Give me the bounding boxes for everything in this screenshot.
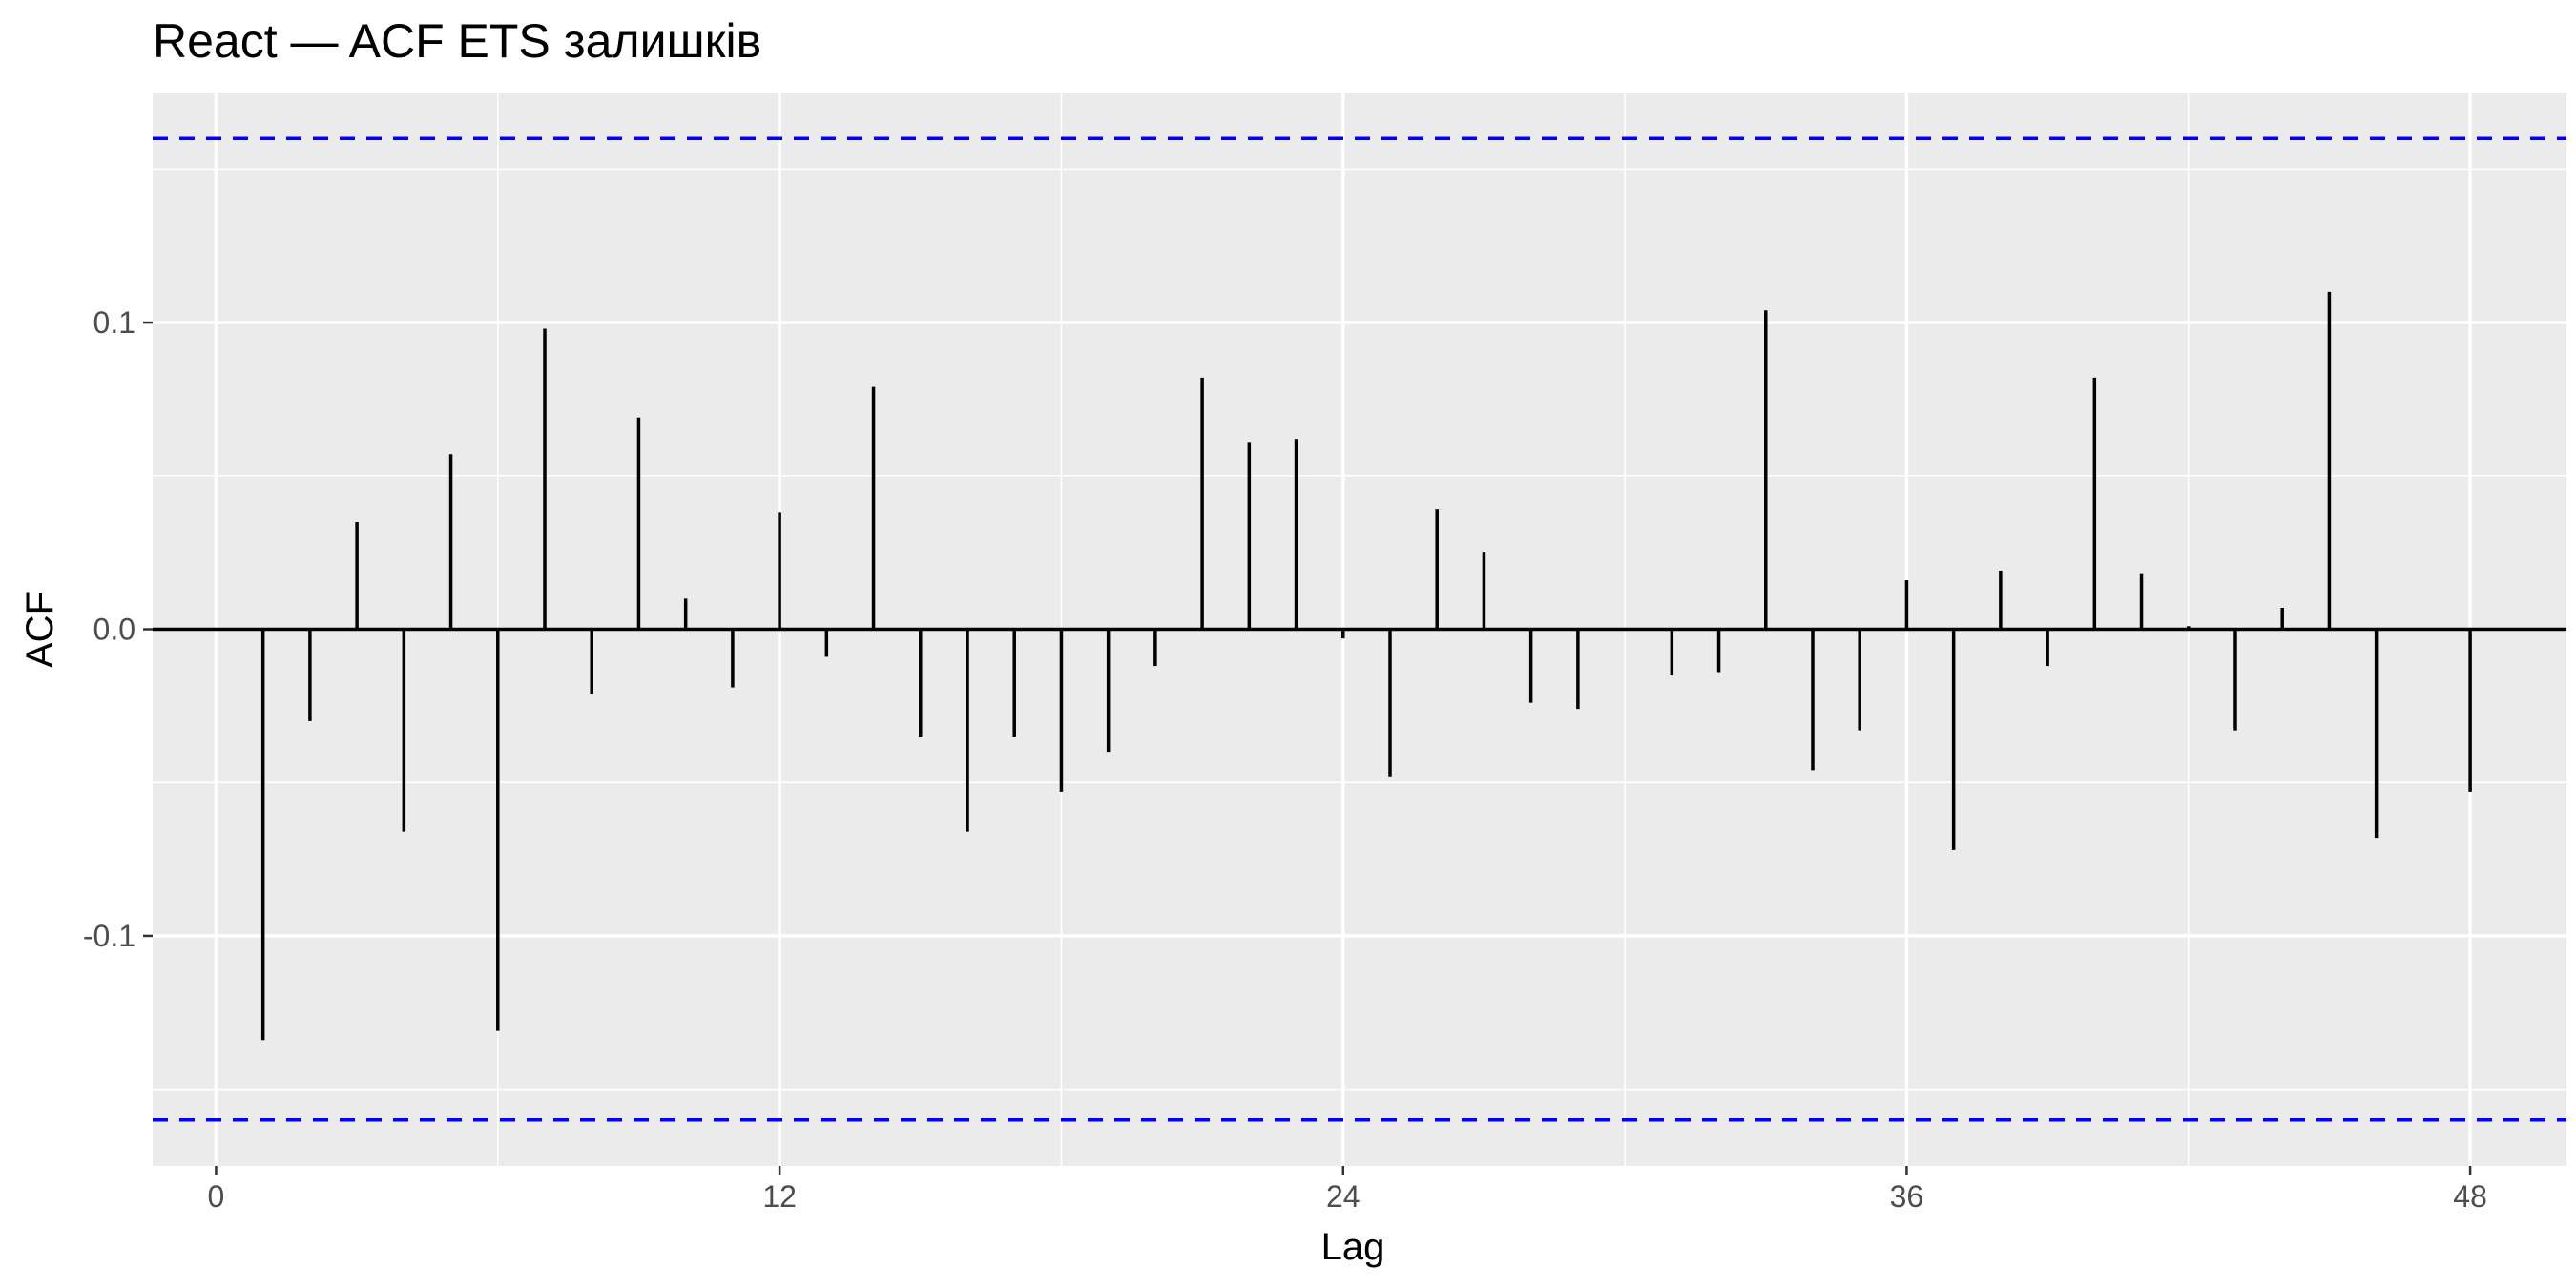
x-tick-label: 0 xyxy=(208,1179,225,1214)
x-tick-label: 36 xyxy=(1890,1179,1924,1214)
reference-lines xyxy=(153,136,2566,1122)
chart-title: React — ACF ETS залишків xyxy=(153,14,761,68)
y-tick-label: -0.1 xyxy=(83,919,135,953)
y-axis-title: ACF xyxy=(19,592,61,668)
acf-bars xyxy=(260,291,2472,1041)
y-tick-label: 0.0 xyxy=(93,613,135,647)
y-tick-label: 0.1 xyxy=(93,305,135,340)
x-tick-label: 12 xyxy=(762,1179,797,1214)
x-tick-label: 48 xyxy=(2453,1179,2487,1214)
x-axis-title: Lag xyxy=(1321,1226,1385,1268)
axis-ticks: 0 12 24 36 48 -0.1 0.0 0.1 xyxy=(83,305,2487,1214)
x-tick-label: 24 xyxy=(1326,1179,1361,1214)
